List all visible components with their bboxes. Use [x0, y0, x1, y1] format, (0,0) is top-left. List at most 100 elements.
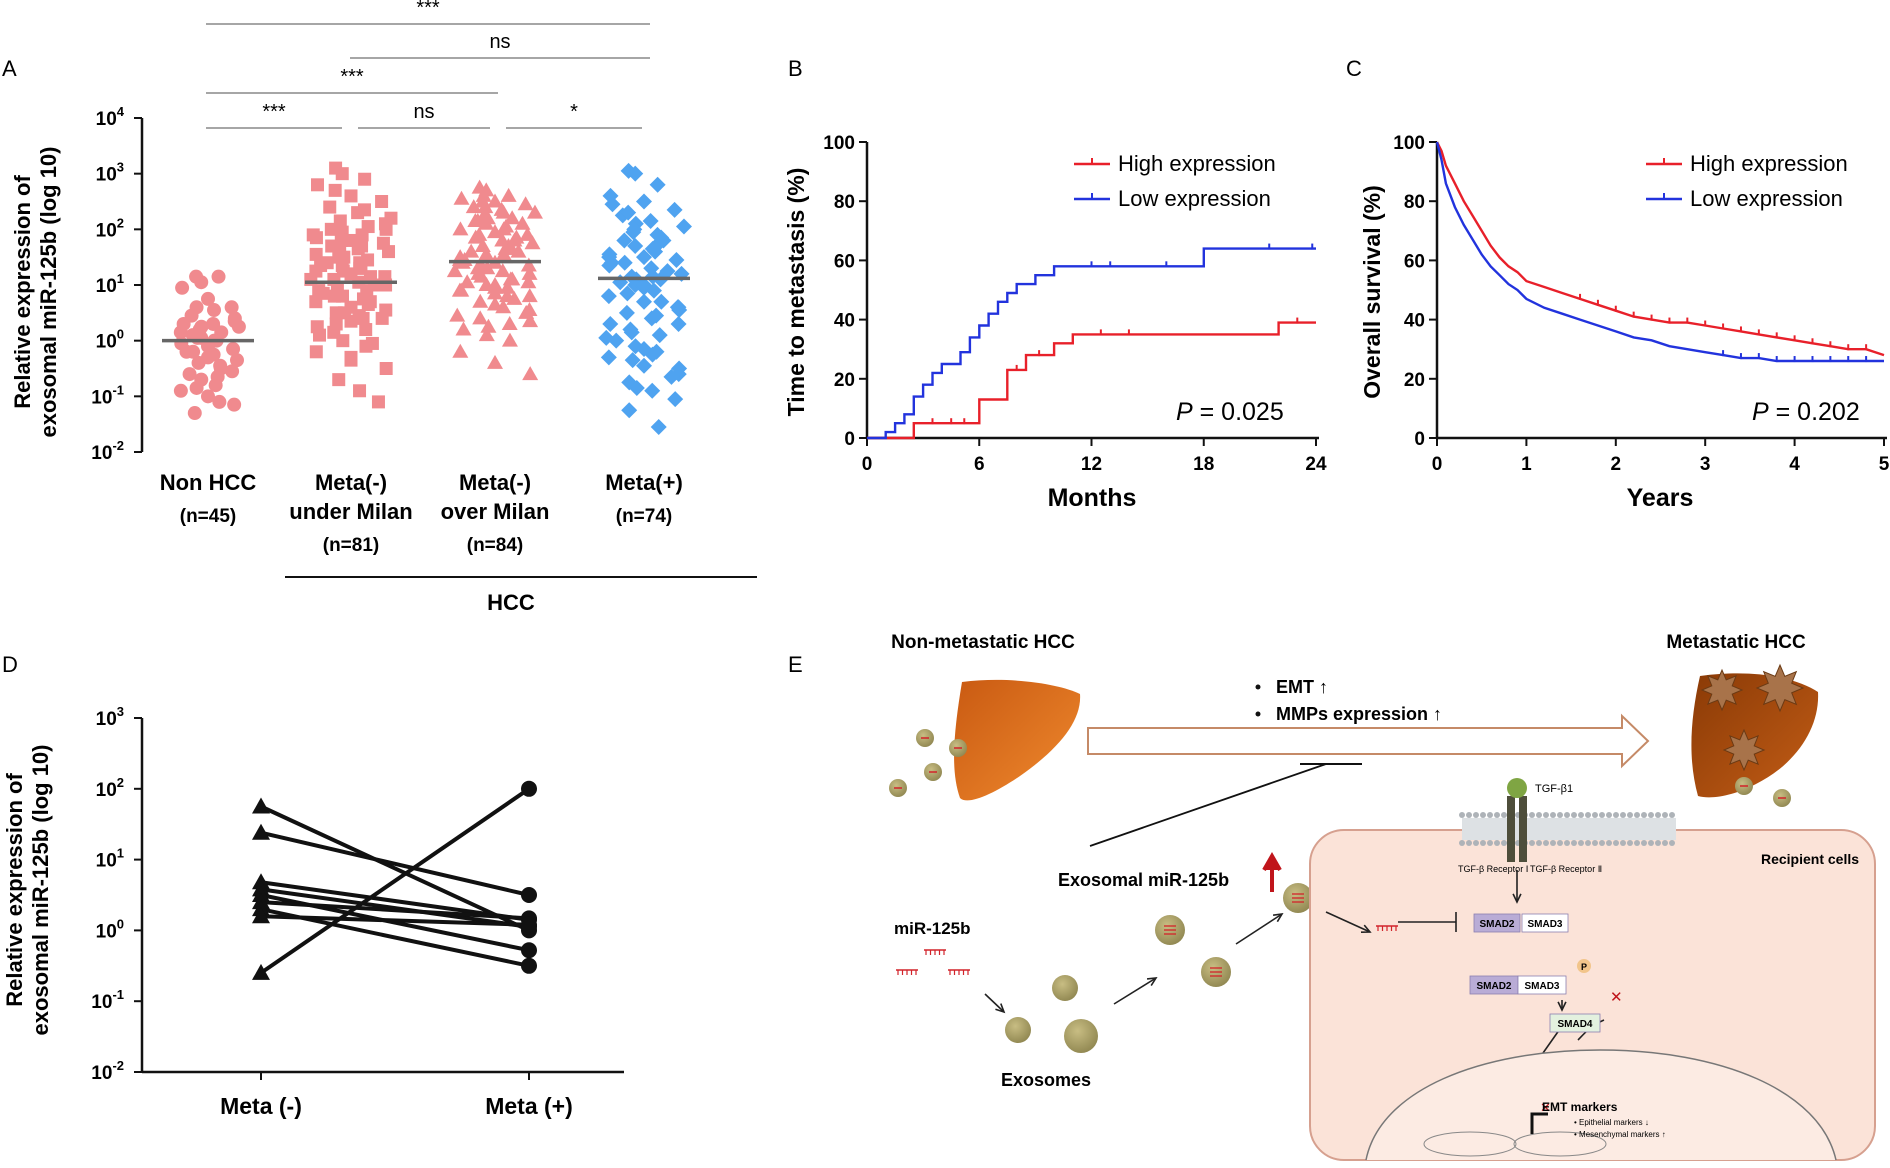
- exosome-icon: [1005, 1017, 1031, 1043]
- data-point: [636, 277, 652, 293]
- data-point: [651, 327, 668, 344]
- data-point: [382, 245, 396, 259]
- data-point: [336, 264, 350, 278]
- data-point: [306, 228, 320, 242]
- data-point: [469, 212, 486, 227]
- data-point: [355, 239, 369, 253]
- lipid-head: [1501, 812, 1507, 818]
- data-point: [600, 288, 617, 305]
- chart-a-ytick-label: 104: [96, 104, 125, 130]
- lipid-head: [1571, 812, 1577, 818]
- data-point: [470, 265, 487, 280]
- pair-point-before: [252, 963, 270, 980]
- smad3-box: [1521, 913, 1569, 933]
- lipid-head: [1655, 840, 1661, 846]
- data-point: [355, 228, 369, 242]
- data-point: [479, 210, 496, 225]
- group-label: Meta(+): [605, 470, 683, 495]
- data-point: [312, 284, 326, 298]
- data-point: [667, 391, 684, 408]
- data-point: [642, 212, 659, 229]
- data-point: [333, 245, 347, 259]
- pair-line: [260, 887, 530, 929]
- data-point: [526, 204, 543, 219]
- data-point: [644, 240, 661, 257]
- data-point: [334, 233, 348, 247]
- legend-label: High expression: [1690, 151, 1848, 176]
- liver-icon: [954, 679, 1081, 801]
- chart-c-pvalue: P = 0.202: [1752, 398, 1860, 426]
- data-point: [628, 379, 645, 396]
- lipid-head: [1599, 812, 1605, 818]
- data-point: [478, 246, 495, 261]
- significance-label: ns: [413, 101, 434, 123]
- data-point: [207, 303, 222, 318]
- flow-arrowhead: [1360, 924, 1372, 934]
- lipid-head: [1606, 840, 1612, 846]
- lipid-head: [1613, 812, 1619, 818]
- lipid-head: [1578, 840, 1584, 846]
- chart-a-ytick-label: 10-1: [91, 382, 124, 408]
- tgf-ligand-icon: [1507, 778, 1527, 798]
- data-point: [501, 332, 518, 347]
- diagram-exosomes-label: Exosomes: [1001, 1070, 1091, 1090]
- data-point: [201, 350, 215, 365]
- chart-a-ylabel-line2: exosomal miR-125b (log 10): [36, 147, 61, 438]
- dna-icon: ✕: [1423, 1100, 1607, 1157]
- data-point: [227, 397, 242, 412]
- lipid-head: [1634, 812, 1640, 818]
- ytick-label: 40: [834, 311, 855, 332]
- data-point: [371, 395, 385, 409]
- ytick-label: 20: [834, 370, 855, 391]
- data-point: [480, 318, 497, 333]
- data-point: [175, 280, 190, 295]
- significance-label: ns: [489, 31, 510, 53]
- pair-line: [260, 804, 530, 933]
- xtick-label: 0: [862, 454, 873, 475]
- ytick-label: 0: [1414, 429, 1425, 450]
- lipid-head: [1564, 812, 1570, 818]
- xtick-label: 0: [1432, 454, 1443, 475]
- cell-membrane: [1459, 812, 1676, 846]
- lipid-head: [1494, 812, 1500, 818]
- group-label-line2: under Milan: [289, 499, 412, 524]
- lipid-head: [1571, 840, 1577, 846]
- chart-a-ytick-label: 100: [96, 327, 124, 353]
- pair-line: [260, 914, 530, 927]
- data-point: [212, 394, 227, 409]
- category-label: Meta (+): [485, 1093, 573, 1119]
- smad3-box-label: SMAD3: [1527, 919, 1562, 930]
- data-point: [463, 243, 480, 258]
- data-point: [213, 358, 228, 373]
- pair-point-before: [252, 797, 270, 814]
- data-point: [446, 263, 463, 278]
- data-point: [225, 364, 240, 379]
- lipid-head: [1620, 840, 1626, 846]
- chart-a-ytick-label: 103: [96, 160, 124, 186]
- group-label: Non HCC: [160, 470, 257, 495]
- chart-d-ytick-label: 102: [96, 775, 124, 801]
- diagram-tgf-label: TGF-β1: [1535, 783, 1573, 795]
- group-n: (n=81): [323, 535, 380, 556]
- lipid-head: [1648, 840, 1654, 846]
- exosome-icon: [1064, 1019, 1098, 1053]
- data-point: [650, 418, 667, 435]
- data-point: [499, 279, 516, 294]
- chart-d-paired: Relative expression of exosomal miR-125b…: [2, 704, 624, 1119]
- data-point: [189, 380, 204, 395]
- chart-b-km: Time to metastasis (%) 0 20 40 60 80 100 0 6 12 1…: [783, 133, 1327, 512]
- lipid-head: [1557, 812, 1563, 818]
- data-point: [344, 350, 358, 364]
- lipid-head: [1662, 840, 1668, 846]
- data-point: [323, 200, 337, 214]
- group-label: Meta(-): [459, 470, 531, 495]
- block-cross-icon: ✕: [1610, 989, 1623, 1006]
- data-point: [648, 307, 665, 324]
- significance-label: ***: [340, 66, 364, 88]
- data-point: [327, 289, 341, 303]
- panel-label-a: A: [2, 56, 17, 81]
- data-point: [332, 373, 346, 387]
- lipid-head: [1501, 840, 1507, 846]
- pair-line: [260, 880, 530, 922]
- data-point: [356, 311, 370, 325]
